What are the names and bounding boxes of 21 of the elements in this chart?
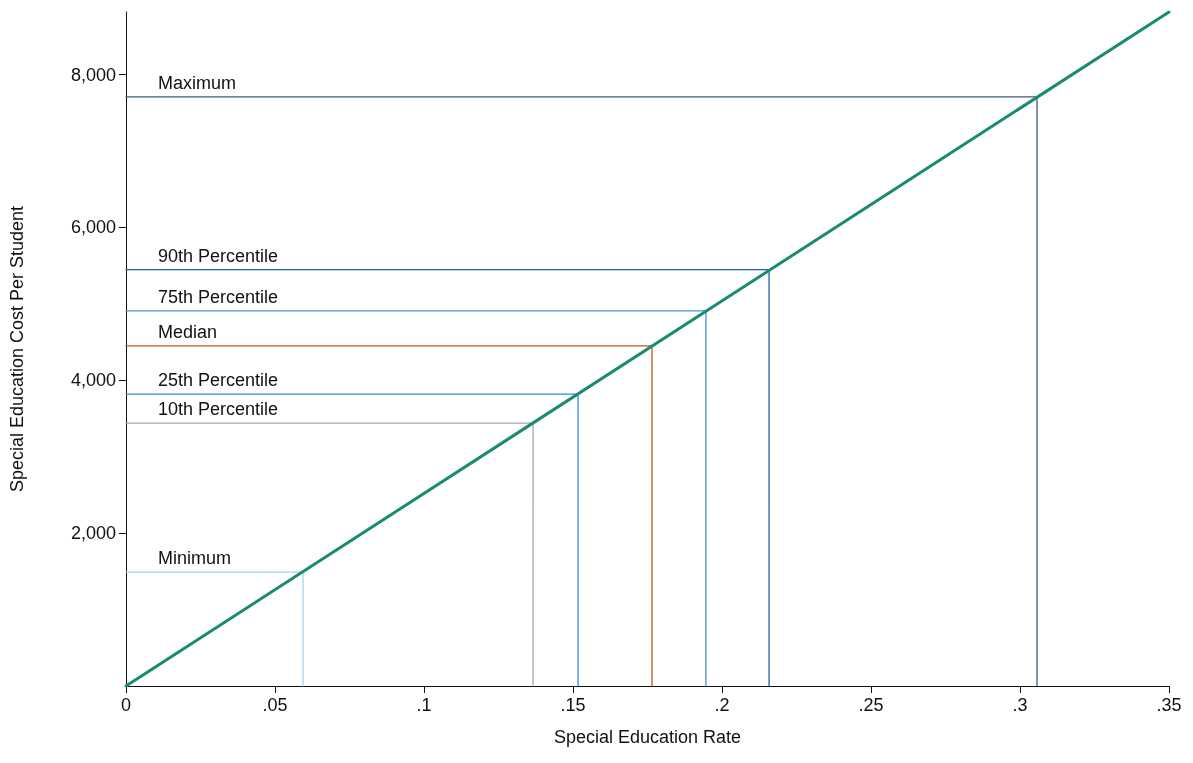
series-label: Minimum bbox=[158, 548, 232, 569]
y-axis-title: Special Education Cost Per Student bbox=[7, 205, 27, 493]
y-tick-label: 2,000 bbox=[70, 523, 116, 544]
series-label: 75th Percentile bbox=[158, 286, 279, 307]
x-tick-label: .35 bbox=[1156, 695, 1182, 715]
x-tick-label: .15 bbox=[560, 695, 586, 715]
series-label: Median bbox=[158, 321, 218, 342]
y-tick-label: 8,000 bbox=[70, 64, 116, 85]
series-label: Maximum bbox=[158, 72, 237, 93]
x-axis-title: Special Education Rate bbox=[553, 727, 742, 747]
series-label: 25th Percentile bbox=[158, 370, 279, 391]
series-label: 10th Percentile bbox=[158, 399, 279, 420]
y-tick-label: 4,000 bbox=[70, 370, 116, 391]
series-label: 90th Percentile bbox=[158, 245, 279, 266]
x-tick-label: .2 bbox=[714, 695, 730, 715]
x-tick-label: .05 bbox=[262, 695, 288, 715]
x-tick-label: .3 bbox=[1012, 695, 1028, 715]
x-tick-label: .1 bbox=[416, 695, 432, 715]
x-tick-label: .25 bbox=[858, 695, 884, 715]
y-tick-label: 6,000 bbox=[70, 217, 116, 238]
x-tick-label: 0 bbox=[120, 695, 132, 715]
